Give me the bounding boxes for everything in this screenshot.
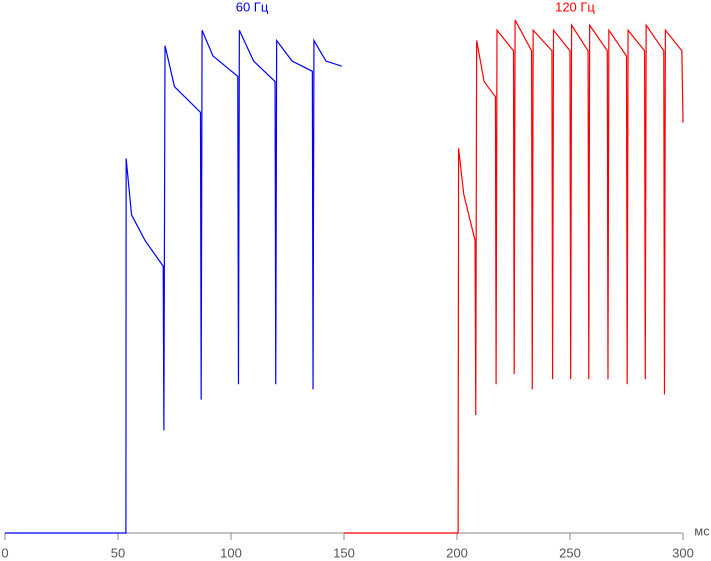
x-tick-label: 300 [672,545,694,560]
x-tick-label: 100 [220,545,242,560]
series-label: 60 Гц [236,0,269,14]
x-axis-label: мс [694,523,710,538]
series-line [344,19,684,534]
series-label: 120 Гц [555,0,595,14]
x-tick-label: 50 [111,545,125,560]
x-tick-label: 200 [446,545,468,560]
x-tick-label: 0 [1,545,8,560]
series-line [5,30,342,534]
x-tick-label: 150 [333,545,355,560]
x-tick-label: 250 [559,545,581,560]
